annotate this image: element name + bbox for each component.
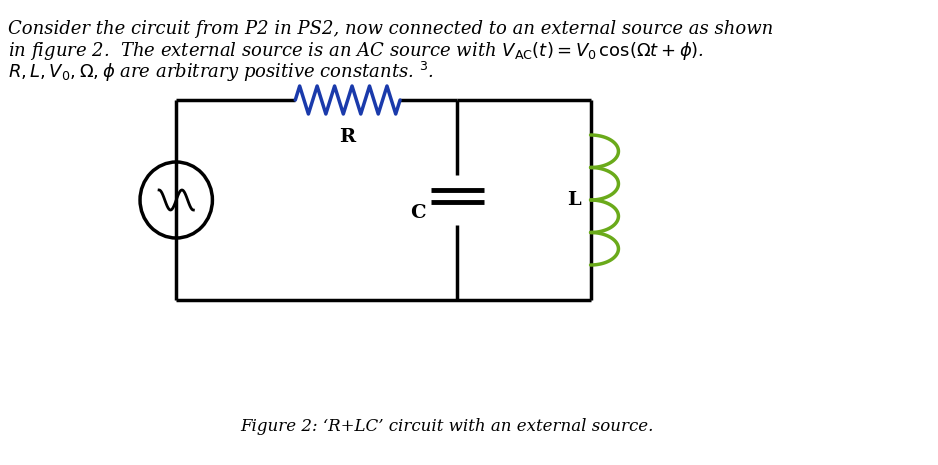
Text: C: C: [410, 204, 426, 222]
Text: Figure 2: ‘R+LC’ circuit with an external source.: Figure 2: ‘R+LC’ circuit with an externa…: [240, 418, 654, 435]
Text: Consider the circuit from P2 in PS2, now connected to an external source as show: Consider the circuit from P2 in PS2, now…: [8, 20, 773, 38]
Text: $R, L, V_0, \Omega, \phi$ are arbitrary positive constants. ${}^3$.: $R, L, V_0, \Omega, \phi$ are arbitrary …: [8, 60, 433, 84]
Text: R: R: [340, 128, 356, 146]
Text: in figure 2.  The external source is an AC source with $V_{\mathrm{AC}}(t) = V_0: in figure 2. The external source is an A…: [8, 40, 704, 62]
Text: L: L: [567, 191, 581, 209]
